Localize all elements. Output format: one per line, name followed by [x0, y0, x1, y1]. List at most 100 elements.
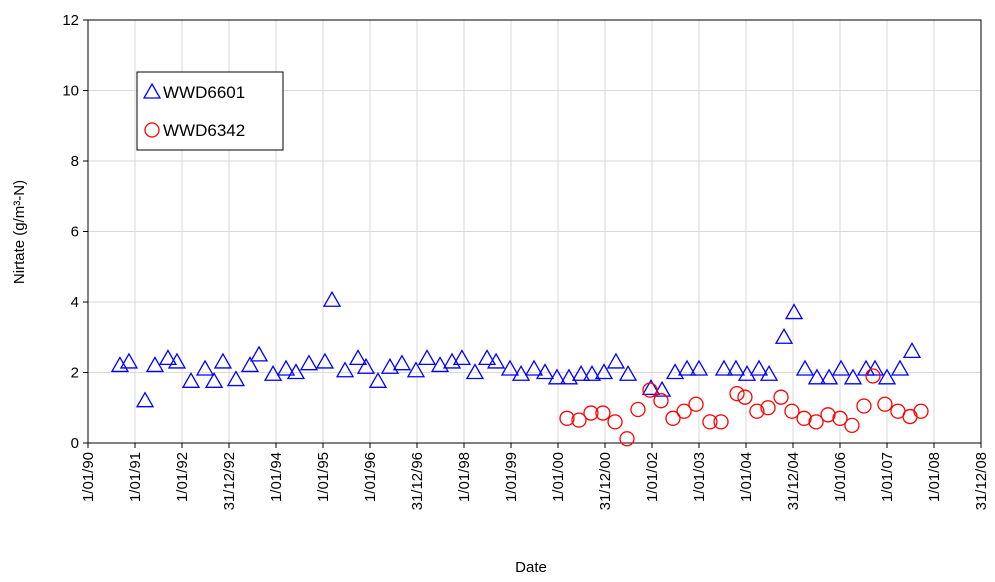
marker	[865, 359, 885, 376]
marker	[726, 359, 746, 376]
marker	[737, 364, 757, 381]
marker	[559, 410, 575, 426]
marker	[832, 410, 848, 426]
marker	[213, 352, 233, 369]
marker	[795, 359, 815, 376]
marker	[322, 290, 342, 307]
marker	[665, 410, 681, 426]
marker	[144, 122, 160, 138]
series	[110, 290, 922, 408]
y-tick-label: 10	[62, 83, 79, 100]
x-axis-title: Date	[515, 559, 547, 576]
x-tick-label: 1/01/90	[80, 452, 97, 502]
marker	[158, 349, 178, 366]
marker	[348, 349, 368, 366]
marker	[181, 372, 201, 388]
y-tick-label: 6	[71, 224, 79, 241]
marker	[547, 368, 567, 385]
x-tick-label: 1/01/02	[644, 452, 661, 502]
marker	[877, 368, 897, 385]
marker	[619, 431, 635, 447]
marker	[749, 403, 765, 419]
marker	[820, 407, 836, 423]
marker	[819, 368, 839, 385]
x-tick-label: 1/01/08	[926, 452, 943, 502]
marker	[276, 359, 296, 376]
x-tick-label: 31/12/04	[785, 452, 802, 510]
marker	[784, 303, 804, 320]
marker	[263, 364, 283, 381]
marker	[535, 363, 555, 380]
marker	[773, 389, 789, 405]
x-tick-label: 1/01/91	[127, 452, 144, 502]
marker	[430, 356, 450, 373]
marker	[477, 349, 497, 366]
marker	[760, 400, 776, 416]
marker	[665, 363, 685, 380]
marker	[774, 327, 794, 344]
marker	[583, 405, 599, 421]
marker	[249, 345, 269, 362]
marker	[865, 368, 881, 384]
marker	[500, 359, 520, 376]
marker	[890, 359, 910, 376]
marker	[368, 372, 388, 388]
marker	[465, 363, 485, 380]
marker	[286, 363, 306, 380]
x-tick-label: 1/01/99	[503, 452, 520, 502]
marker	[737, 389, 753, 405]
marker	[630, 401, 646, 418]
marker	[796, 410, 812, 426]
y-tick-label: 12	[62, 12, 79, 29]
marker	[559, 368, 579, 385]
marker	[226, 370, 246, 387]
marker	[808, 414, 824, 430]
x-tick-label: 1/01/95	[315, 452, 332, 502]
marker	[595, 405, 611, 421]
marker	[784, 403, 800, 419]
marker	[618, 364, 638, 381]
x-tick-label: 1/01/96	[362, 452, 379, 502]
marker	[571, 364, 591, 381]
marker	[749, 359, 769, 376]
x-tick-label: 31/12/00	[597, 452, 614, 510]
marker	[486, 352, 506, 369]
x-tick-label: 1/01/98	[456, 452, 473, 502]
x-tick-label: 31/12/92	[221, 452, 238, 510]
marker	[406, 361, 426, 378]
marker	[524, 359, 544, 376]
legend-label: WWD6601	[163, 83, 245, 102]
marker	[677, 359, 697, 376]
marker	[831, 359, 851, 376]
marker	[652, 380, 672, 397]
marker	[844, 417, 860, 434]
series	[559, 368, 929, 447]
x-tick-label: 1/01/06	[832, 452, 849, 502]
marker	[877, 396, 893, 412]
marker	[582, 364, 602, 381]
marker	[606, 352, 626, 369]
marker	[902, 342, 922, 358]
marker	[913, 403, 929, 419]
marker	[442, 352, 462, 369]
marker	[135, 391, 155, 408]
marker	[607, 414, 623, 430]
plot-frame	[87, 19, 982, 444]
x-tick-label: 1/01/92	[174, 452, 191, 502]
marker	[642, 382, 658, 398]
x-tick-label: 1/01/94	[268, 452, 285, 502]
marker	[807, 368, 827, 385]
marker	[380, 357, 400, 374]
marker	[240, 356, 260, 373]
marker	[713, 414, 729, 430]
legend-label: WWD6342	[163, 121, 245, 140]
marker	[335, 361, 355, 378]
marker	[571, 412, 587, 428]
marker	[902, 408, 918, 425]
x-tick-label: 1/01/03	[691, 452, 708, 502]
y-tick-label: 0	[71, 435, 79, 452]
marker	[594, 363, 614, 380]
x-tick-label: 1/01/04	[738, 452, 755, 502]
marker	[119, 352, 139, 369]
marker	[315, 352, 335, 369]
